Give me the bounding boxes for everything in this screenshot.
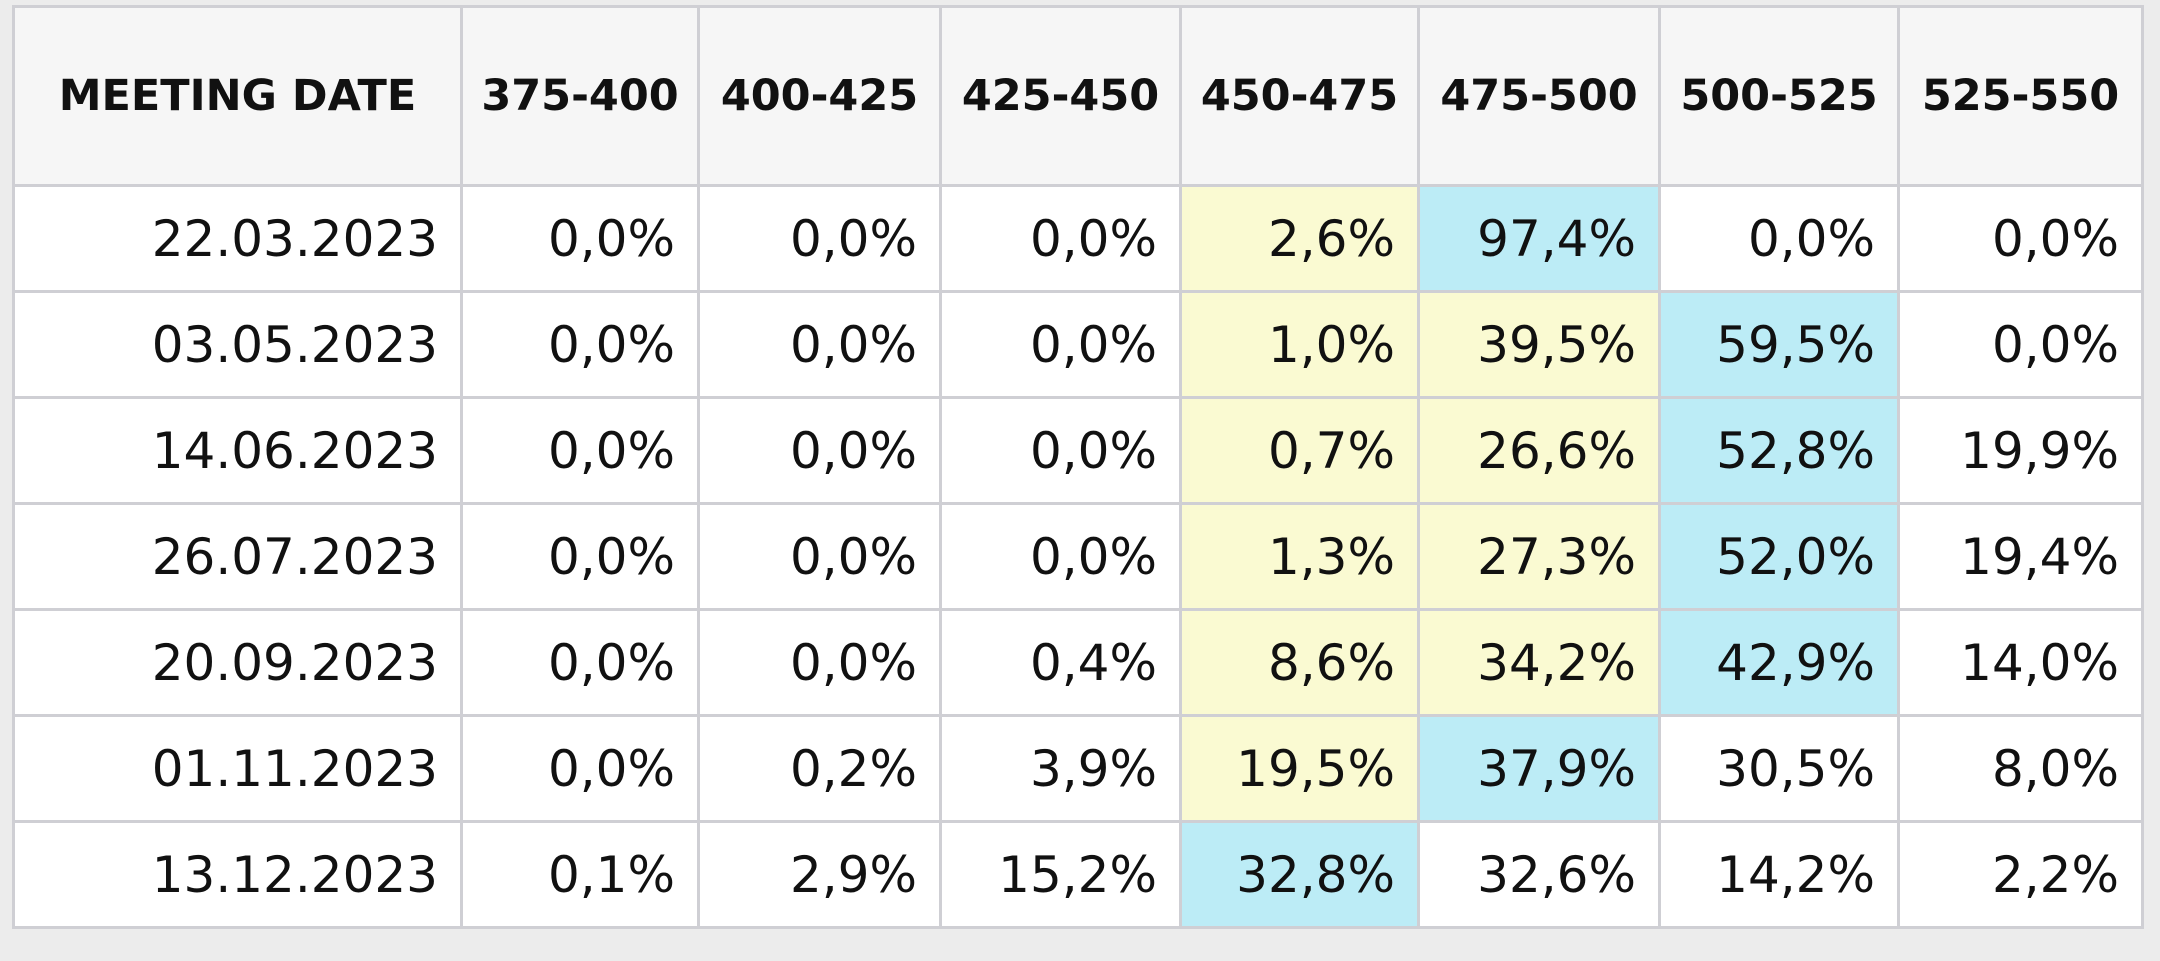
probability-table: MEETING DATE 375-400 400-425 425-450 450-475… <box>12 5 2144 929</box>
header-row: MEETING DATE 375-400 400-425 425-450 450-475… <box>12 5 2144 187</box>
probability-cell: 8,0% <box>1897 714 2144 823</box>
probability-cell: 0,0% <box>697 184 942 293</box>
probability-cell: 0,0% <box>939 290 1182 399</box>
meeting-date: 20.09.2023 <box>12 608 463 717</box>
probability-cell: 1,3% <box>1179 502 1420 611</box>
probability-cell: 52,0% <box>1658 502 1900 611</box>
probability-cell: 37,9% <box>1417 714 1661 823</box>
probability-cell: 0,1% <box>460 820 700 929</box>
header-cell: 500-525 <box>1658 5 1900 187</box>
header-cell: 475-500 <box>1417 5 1661 187</box>
table-row: 22.03.2023 0,0% 0,0% 0,0% 2,6% 97,4% 0,0% 0,0% <box>12 184 2144 293</box>
header-cell: 425-450 <box>939 5 1182 187</box>
probability-cell: 27,3% <box>1417 502 1661 611</box>
header-cell: 400-425 <box>697 5 942 187</box>
table-row: 20.09.2023 0,0% 0,0% 0,4% 8,6% 34,2% 42,9% 14,0… <box>12 608 2144 717</box>
probability-cell: 0,0% <box>460 290 700 399</box>
probability-cell: 0,7% <box>1179 396 1420 505</box>
probability-cell: 0,0% <box>460 184 700 293</box>
probability-cell: 0,0% <box>1658 184 1900 293</box>
probability-cell: 1,0% <box>1179 290 1420 399</box>
probability-cell: 19,5% <box>1179 714 1420 823</box>
probability-cell: 0,0% <box>460 502 700 611</box>
probability-cell: 52,8% <box>1658 396 1900 505</box>
table-row: 13.12.2023 0,1% 2,9% 15,2% 32,8% 32,6% 14,2% 2,… <box>12 820 2144 929</box>
table-row: 01.11.2023 0,0% 0,2% 3,9% 19,5% 37,9% 30,5% 8,0… <box>12 714 2144 823</box>
probability-cell: 32,6% <box>1417 820 1661 929</box>
meeting-date: 26.07.2023 <box>12 502 463 611</box>
meeting-date: 01.11.2023 <box>12 714 463 823</box>
meeting-date: 03.05.2023 <box>12 290 463 399</box>
probability-cell: 3,9% <box>939 714 1182 823</box>
probability-cell: 34,2% <box>1417 608 1661 717</box>
probability-cell: 19,9% <box>1897 396 2144 505</box>
probability-cell: 26,6% <box>1417 396 1661 505</box>
probability-cell: 0,0% <box>460 608 700 717</box>
probability-cell: 14,0% <box>1897 608 2144 717</box>
header-cell: 525-550 <box>1897 5 2144 187</box>
probability-cell: 30,5% <box>1658 714 1900 823</box>
probability-cell: 32,8% <box>1179 820 1420 929</box>
probability-cell: 0,0% <box>697 290 942 399</box>
probability-cell: 59,5% <box>1658 290 1900 399</box>
probability-cell: 0,0% <box>460 396 700 505</box>
header-cell: 450-475 <box>1179 5 1420 187</box>
table-row: 03.05.2023 0,0% 0,0% 0,0% 1,0% 39,5% 59,5% 0,0% <box>12 290 2144 399</box>
probability-cell: 19,4% <box>1897 502 2144 611</box>
table-container: MEETING DATE 375-400 400-425 425-450 450-475… <box>12 5 2144 929</box>
probability-cell: 42,9% <box>1658 608 1900 717</box>
probability-cell: 0,0% <box>697 396 942 505</box>
table-row: 14.06.2023 0,0% 0,0% 0,0% 0,7% 26,6% 52,8% 19,9… <box>12 396 2144 505</box>
probability-cell: 14,2% <box>1658 820 1900 929</box>
probability-cell: 39,5% <box>1417 290 1661 399</box>
table-row: 26.07.2023 0,0% 0,0% 0,0% 1,3% 27,3% 52,0% 19,4… <box>12 502 2144 611</box>
probability-cell: 0,0% <box>697 608 942 717</box>
probability-cell: 0,0% <box>939 502 1182 611</box>
probability-cell: 8,6% <box>1179 608 1420 717</box>
probability-cell: 2,2% <box>1897 820 2144 929</box>
probability-cell: 0,0% <box>939 184 1182 293</box>
table-body: 22.03.2023 0,0% 0,0% 0,0% 2,6% 97,4% 0,0% 0,0% 0… <box>12 184 2144 929</box>
meeting-date: 14.06.2023 <box>12 396 463 505</box>
probability-cell: 0,4% <box>939 608 1182 717</box>
meeting-date: 13.12.2023 <box>12 820 463 929</box>
probability-cell: 0,0% <box>697 502 942 611</box>
probability-cell: 2,9% <box>697 820 942 929</box>
probability-cell: 0,0% <box>939 396 1182 505</box>
header-cell: MEETING DATE <box>12 5 463 187</box>
probability-cell: 0,0% <box>460 714 700 823</box>
header-cell: 375-400 <box>460 5 700 187</box>
probability-cell: 0,2% <box>697 714 942 823</box>
probability-cell: 0,0% <box>1897 290 2144 399</box>
probability-cell: 15,2% <box>939 820 1182 929</box>
probability-cell: 0,0% <box>1897 184 2144 293</box>
probability-cell: 2,6% <box>1179 184 1420 293</box>
meeting-date: 22.03.2023 <box>12 184 463 293</box>
probability-cell: 97,4% <box>1417 184 1661 293</box>
